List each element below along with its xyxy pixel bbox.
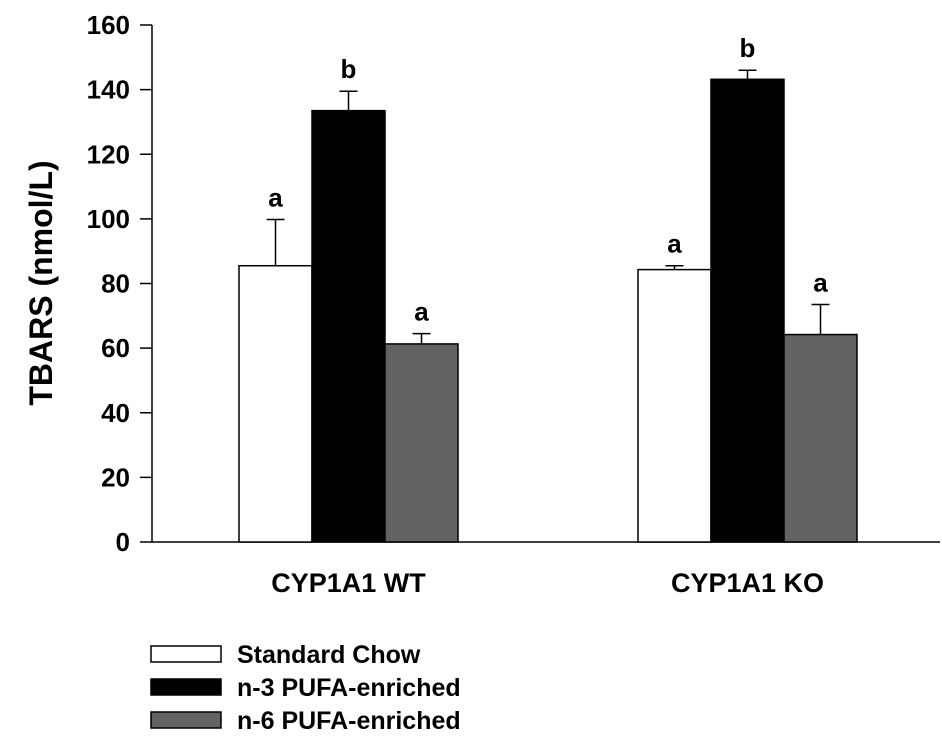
legend-label-3: n-6 PUFA-enriched <box>237 707 461 735</box>
y-tick-label: 60 <box>101 333 130 363</box>
y-tick-label: 120 <box>87 139 130 169</box>
legend-label-2: n-3 PUFA-enriched <box>237 674 461 702</box>
legend-swatch-2 <box>150 678 222 696</box>
significance-label: a <box>268 183 283 213</box>
y-tick-label: 80 <box>101 269 130 299</box>
legend-swatch-1 <box>150 645 222 663</box>
y-tick-label: 40 <box>101 398 130 428</box>
bar-1-2 <box>637 268 712 543</box>
bar-2-2 <box>710 78 785 543</box>
x-category-label: CYP1A1 KO <box>671 568 824 598</box>
legend: Standard Chow n-3 PUFA-enriched n-6 PUFA-e… <box>150 641 461 735</box>
y-tick-label: 140 <box>87 75 130 105</box>
significance-label: a <box>813 268 828 298</box>
y-axis-label: TBARS (nmol/L) <box>23 160 59 405</box>
legend-swatch-3 <box>150 711 222 729</box>
significance-label: a <box>667 229 682 259</box>
y-tick-label: 160 <box>87 10 130 40</box>
significance-label: b <box>740 33 756 63</box>
bar-1-1 <box>238 264 313 543</box>
y-tick-label: 100 <box>87 204 130 234</box>
significance-label: a <box>414 297 429 327</box>
y-tick-label: 20 <box>101 462 130 492</box>
plot-area: 0 20 40 60 80 100 120 140 160 a b a CYP1A1 WT a b a CYP1… <box>87 10 940 598</box>
bar-3-2 <box>783 333 858 543</box>
x-category-label: CYP1A1 WT <box>271 568 426 598</box>
bar-2-1 <box>311 109 386 543</box>
bar-3-1 <box>384 343 459 543</box>
legend-label-1: Standard Chow <box>237 641 421 669</box>
y-tick-label: 0 <box>116 527 130 557</box>
significance-label: b <box>341 54 357 84</box>
